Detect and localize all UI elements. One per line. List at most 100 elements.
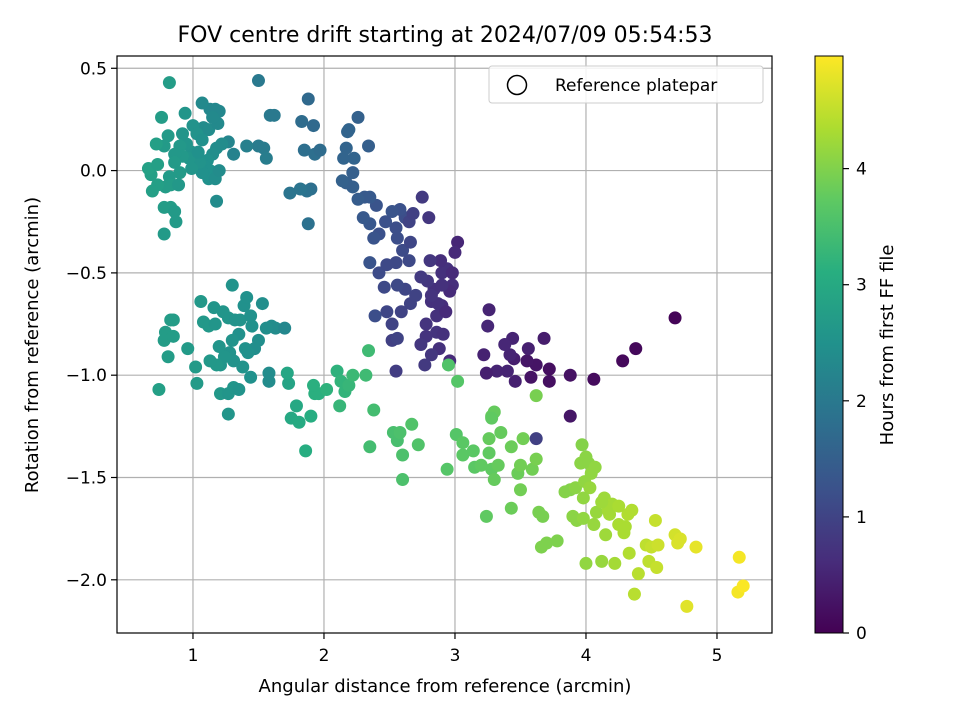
data-point bbox=[504, 440, 518, 454]
data-point bbox=[251, 74, 265, 88]
data-point bbox=[440, 462, 454, 476]
plot-frame bbox=[116, 55, 773, 634]
data-point bbox=[330, 364, 344, 378]
data-point bbox=[178, 106, 192, 120]
data-point bbox=[240, 290, 254, 304]
data-point bbox=[482, 446, 496, 460]
data-point bbox=[485, 411, 499, 425]
data-point bbox=[525, 462, 539, 476]
data-point bbox=[409, 288, 423, 302]
data-point bbox=[304, 409, 318, 423]
data-point bbox=[482, 432, 496, 446]
data-point bbox=[172, 178, 186, 192]
data-point bbox=[389, 364, 403, 378]
data-point bbox=[500, 364, 514, 378]
data-point bbox=[240, 139, 254, 153]
data-point bbox=[212, 164, 226, 178]
data-point bbox=[221, 407, 235, 421]
data-point bbox=[588, 460, 602, 474]
data-point bbox=[396, 448, 410, 462]
data-point bbox=[504, 501, 518, 515]
data-point bbox=[540, 536, 554, 550]
data-point bbox=[389, 256, 403, 270]
colorbar-tick-label: 4 bbox=[856, 160, 867, 180]
data-point bbox=[390, 331, 404, 345]
data-point bbox=[190, 376, 204, 390]
data-point bbox=[587, 372, 601, 386]
data-point bbox=[631, 567, 645, 581]
data-point bbox=[245, 319, 259, 333]
y-tick-label: 0.0 bbox=[80, 162, 107, 182]
data-point bbox=[448, 245, 462, 259]
data-point bbox=[456, 436, 470, 450]
data-point bbox=[520, 354, 534, 368]
data-point bbox=[389, 221, 403, 235]
data-point bbox=[367, 231, 381, 245]
data-point bbox=[259, 151, 273, 165]
data-point bbox=[157, 227, 171, 241]
data-point bbox=[466, 444, 480, 458]
data-point bbox=[491, 458, 505, 472]
data-point bbox=[208, 317, 222, 331]
data-point bbox=[195, 133, 209, 147]
data-point bbox=[191, 145, 205, 159]
data-point bbox=[342, 378, 356, 392]
data-point bbox=[529, 389, 543, 403]
data-point bbox=[479, 509, 493, 523]
data-point bbox=[414, 338, 428, 351]
y-tick-label: −0.5 bbox=[66, 264, 107, 284]
data-point bbox=[477, 348, 491, 362]
data-point bbox=[439, 305, 453, 319]
x-tick-label: 1 bbox=[188, 646, 199, 666]
data-point bbox=[629, 342, 643, 356]
data-point bbox=[194, 295, 208, 309]
data-point bbox=[185, 162, 199, 176]
data-point bbox=[524, 370, 538, 384]
data-point bbox=[257, 141, 271, 155]
data-point bbox=[536, 509, 550, 523]
data-point bbox=[299, 444, 313, 458]
data-point bbox=[173, 166, 187, 180]
data-point bbox=[474, 458, 488, 472]
data-point bbox=[599, 528, 613, 542]
data-point bbox=[479, 366, 493, 380]
data-point bbox=[195, 96, 209, 110]
data-point bbox=[346, 166, 360, 180]
data-point bbox=[668, 311, 682, 325]
legend-box bbox=[488, 65, 764, 104]
data-point bbox=[576, 491, 590, 505]
data-point bbox=[149, 137, 163, 151]
data-point bbox=[563, 409, 577, 423]
x-tick-label: 3 bbox=[450, 646, 461, 666]
data-point bbox=[616, 354, 630, 368]
data-point bbox=[333, 399, 347, 413]
data-point bbox=[346, 368, 360, 382]
data-point bbox=[456, 448, 470, 462]
data-point bbox=[385, 317, 399, 331]
data-point bbox=[181, 342, 195, 356]
data-point bbox=[162, 76, 176, 90]
data-point bbox=[225, 333, 239, 347]
data-point bbox=[189, 360, 203, 374]
data-point bbox=[337, 151, 351, 165]
data-point bbox=[168, 155, 182, 169]
data-point bbox=[396, 243, 410, 257]
data-point bbox=[648, 513, 662, 527]
data-point bbox=[424, 288, 438, 302]
data-point bbox=[362, 344, 376, 358]
data-point bbox=[418, 358, 432, 372]
data-point bbox=[232, 383, 246, 397]
data-point bbox=[542, 362, 556, 376]
data-point bbox=[419, 317, 433, 331]
data-point bbox=[436, 327, 450, 341]
data-point bbox=[403, 235, 417, 249]
data-point bbox=[498, 338, 512, 351]
colorbar-tick-label: 1 bbox=[856, 508, 867, 528]
data-point bbox=[603, 507, 617, 521]
data-point bbox=[529, 452, 543, 466]
data-point bbox=[161, 350, 175, 364]
data-point bbox=[301, 217, 315, 231]
data-point bbox=[732, 550, 746, 564]
data-point bbox=[282, 376, 296, 390]
